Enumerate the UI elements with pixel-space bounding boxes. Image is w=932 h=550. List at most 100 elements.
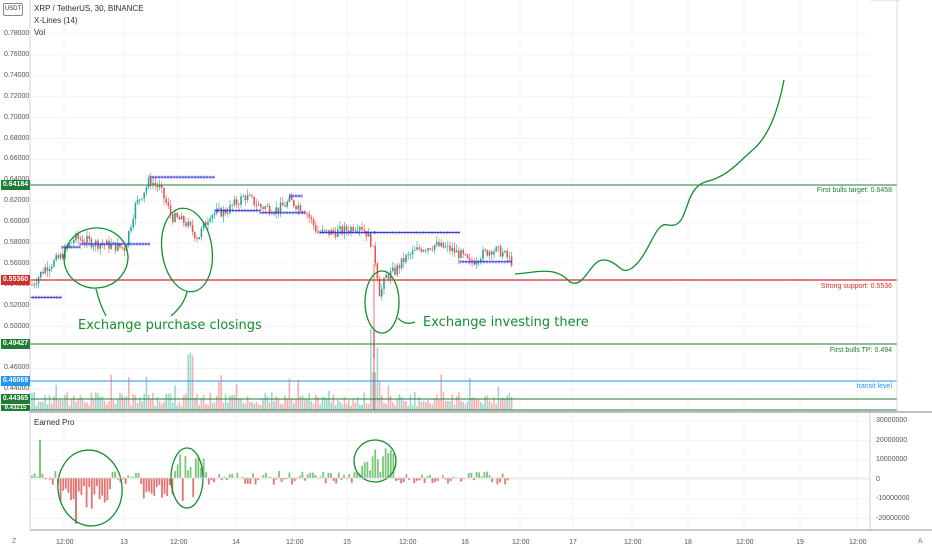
tag-first-target: 0.64184 (1, 180, 30, 190)
volume-bar (68, 405, 71, 410)
auto-scale-icon[interactable]: A (918, 538, 923, 545)
histogram-bar (343, 474, 345, 478)
candle-body (86, 236, 88, 243)
candle-body (68, 243, 71, 248)
candle-body (398, 265, 401, 269)
histogram-bar (421, 474, 423, 478)
volume-bar (436, 394, 438, 410)
candle-body (486, 250, 489, 256)
study-xlines-label[interactable]: X-Lines (14) (34, 16, 78, 25)
candle-body (62, 253, 64, 259)
histogram-bar (223, 476, 226, 478)
volume-bar (440, 374, 442, 410)
histogram-bar (140, 478, 143, 485)
histogram-bar (504, 478, 507, 485)
volume-bar (59, 399, 62, 410)
histogram-bar (467, 472, 470, 478)
goto-date-icon[interactable]: Z (12, 538, 17, 545)
candle-body (222, 209, 225, 217)
study-vol-label[interactable]: Vol (34, 28, 46, 37)
histogram-bar (179, 454, 182, 478)
volume-bar (277, 398, 280, 410)
volume-bar (86, 402, 88, 410)
histogram-bar (70, 478, 72, 501)
volume-bar (213, 402, 216, 410)
symbol-title[interactable]: XRP / TetherUS, 30, BINANCE (34, 4, 144, 13)
volume-bar (473, 397, 475, 410)
candle-body (218, 207, 220, 209)
candle-body (370, 232, 372, 247)
volume-bar (308, 393, 310, 410)
candle-body (422, 250, 425, 252)
histogram-bar (114, 471, 117, 478)
histogram-bar (278, 471, 280, 478)
histogram-bar (257, 478, 260, 480)
histogram-bar (382, 456, 384, 478)
histogram-bar (444, 478, 447, 480)
candle-body (92, 245, 95, 248)
candle-body (488, 251, 491, 256)
histogram-bar (330, 473, 332, 478)
annotation-investing-there[interactable]: Exchange investing there (423, 315, 589, 330)
candle-body (70, 242, 73, 244)
volume-bar (207, 405, 209, 410)
volume-bar (222, 402, 225, 410)
annotation-purchase-closings[interactable]: Exchange purchase closings (78, 318, 262, 333)
highlight-ellipse (57, 449, 123, 527)
histogram-bar (153, 478, 156, 496)
volume-bar (400, 396, 403, 410)
currency-badge[interactable]: USDT (3, 3, 23, 16)
histogram-bar (103, 478, 106, 503)
candle-body (381, 288, 383, 297)
candle-body (150, 178, 152, 185)
histogram-bar (369, 470, 371, 478)
histogram-bar (486, 471, 488, 478)
volume-bar (101, 396, 104, 410)
candle-body (242, 196, 244, 198)
price-tick-label: 0.68000 (4, 134, 30, 142)
volume-bar (356, 397, 359, 410)
volume-bar (447, 401, 449, 410)
candle-body (363, 229, 365, 231)
candle-body (257, 204, 260, 206)
volume-bar (396, 399, 398, 410)
candle-body (145, 187, 148, 193)
histogram-bar (314, 474, 317, 478)
volume-bar (504, 398, 506, 410)
volume-bar (293, 403, 295, 410)
histogram-bar (137, 472, 140, 478)
time-tick-label: 12:00 (736, 539, 754, 546)
volume-bar (312, 403, 315, 410)
histogram-bar (392, 453, 395, 478)
histogram-bar (389, 450, 392, 478)
volume-bar (422, 400, 425, 410)
volume-bar (154, 405, 156, 410)
connector-stroke (397, 317, 416, 324)
volume-bar (376, 347, 379, 410)
volume-bar (152, 393, 154, 410)
candle-body (286, 201, 288, 207)
histogram-bar (64, 478, 67, 489)
candle-body (332, 230, 335, 233)
candle-body (169, 205, 172, 215)
volume-bar (477, 398, 480, 410)
candle-body (196, 238, 198, 240)
candle-body (403, 258, 405, 263)
candle-body (90, 238, 93, 248)
indicator-tick-label: 30000000 (876, 417, 908, 424)
volume-bar (475, 399, 478, 410)
volume-bar (453, 404, 456, 410)
histogram-bar (59, 478, 62, 502)
candle-body (44, 267, 46, 274)
indicator-title[interactable]: Earned Pro (34, 418, 75, 427)
candle-body (103, 244, 106, 246)
candle-body (130, 227, 132, 232)
histogram-bar (270, 477, 273, 478)
volume-bar (506, 395, 508, 410)
histogram-bar (337, 472, 340, 478)
histogram-bar (213, 478, 215, 483)
volume-bar (66, 392, 68, 410)
volume-bar (84, 402, 86, 410)
hand-drawings (57, 79, 785, 527)
